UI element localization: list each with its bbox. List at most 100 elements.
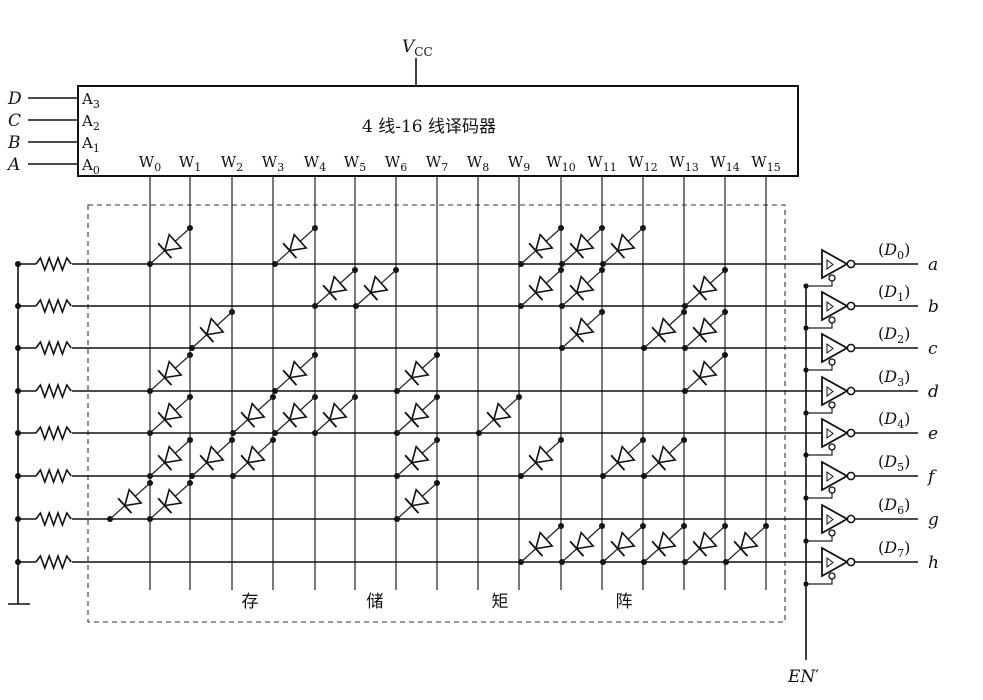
diode	[272, 394, 318, 436]
buffer-inversion-bubble	[846, 301, 856, 311]
diode	[518, 523, 564, 565]
diode-bar	[651, 326, 667, 343]
decoder-pin-a3: A3	[81, 90, 100, 111]
diode-triangle	[657, 445, 677, 464]
decoder-pin-a1: A1	[81, 134, 100, 155]
word-line-label-w10: W10	[546, 153, 575, 174]
buffer-inner-mark	[826, 301, 834, 312]
enable-bubble	[828, 443, 836, 451]
word-line-label-w11: W11	[587, 153, 616, 174]
diode	[107, 480, 153, 522]
enable-node	[803, 283, 809, 289]
diode-bar	[692, 284, 708, 301]
diode	[147, 437, 193, 479]
decoder-pin-a2: A2	[81, 112, 100, 133]
buffer-inversion-bubble	[846, 386, 856, 396]
diode	[476, 394, 522, 436]
diode	[230, 437, 276, 479]
diode-symbol	[404, 445, 430, 471]
diode-bar	[157, 411, 173, 428]
pullup-resistor-a	[35, 255, 72, 273]
diode-symbol	[282, 402, 308, 428]
word-line-label-w12: W12	[628, 153, 657, 174]
diode-bar	[404, 369, 420, 386]
input-label-d: D	[7, 89, 22, 109]
diode-triangle	[410, 402, 430, 421]
diode	[559, 309, 605, 351]
diode-triangle	[288, 402, 308, 421]
diode-symbol	[404, 488, 430, 514]
decoder-pin-a0: A0	[81, 156, 100, 177]
buffer-triangle	[821, 460, 849, 492]
pullup-resistor-c	[35, 339, 72, 357]
diode	[272, 352, 318, 394]
diode-triangle	[163, 488, 183, 507]
diode-bar	[240, 411, 256, 428]
word-line-label-w4: W4	[304, 153, 326, 174]
diode-symbol	[528, 445, 554, 471]
diode-triangle	[698, 317, 718, 336]
diode-triangle	[616, 445, 636, 464]
decoder-block	[77, 85, 799, 177]
diode-triangle	[163, 402, 183, 421]
diode-triangle	[534, 233, 554, 252]
diode-triangle	[163, 445, 183, 464]
diode	[559, 523, 605, 565]
enable-tap	[806, 579, 833, 585]
output-buffer-b	[803, 290, 918, 331]
diode-symbol	[363, 275, 389, 301]
matrix-label-char: 阵	[616, 592, 633, 612]
output-buffer-a	[803, 248, 918, 289]
output-label-d: d	[928, 382, 939, 402]
output-label-f: f	[926, 467, 937, 487]
diode-triangle	[246, 445, 266, 464]
diode	[189, 437, 235, 479]
diode-symbol	[199, 317, 225, 343]
word-line-label-w7: W7	[426, 153, 448, 174]
diode-symbol	[240, 445, 266, 471]
diode-bar	[199, 326, 215, 343]
enable-tap	[806, 536, 833, 542]
diode-symbol	[569, 531, 595, 557]
buffer-triangle	[821, 332, 849, 364]
diode-triangle	[410, 360, 430, 379]
diode-symbol	[322, 275, 348, 301]
diode-symbol	[610, 531, 636, 557]
diode-triangle	[575, 233, 595, 252]
diode-symbol	[199, 445, 225, 471]
word-line-label-w1: W1	[179, 153, 201, 174]
output-buffer-c	[803, 332, 918, 373]
output-label-e: e	[928, 424, 938, 444]
output-buffer-d	[803, 375, 918, 416]
diode-bar	[733, 540, 749, 557]
diode-bar	[157, 369, 173, 386]
data-bit-label-d1: (D1)	[878, 282, 910, 304]
diode	[518, 267, 564, 309]
diode-bar	[610, 454, 626, 471]
pullup-resistor-g	[35, 510, 72, 528]
word-line-label-w5: W5	[344, 153, 366, 174]
diode-symbol	[322, 402, 348, 428]
diode	[518, 437, 564, 479]
buffer-triangle	[821, 546, 849, 578]
enable-tap	[806, 493, 833, 499]
word-line-label-w15: W15	[751, 153, 780, 174]
enable-bubble	[828, 486, 836, 494]
diode	[641, 437, 687, 479]
diode-bar	[157, 454, 173, 471]
data-bit-label-d7: (D7)	[878, 538, 910, 560]
diode-triangle	[616, 531, 636, 550]
diode-symbol	[240, 402, 266, 428]
diode-bar	[528, 540, 544, 557]
diode	[682, 352, 728, 394]
buffer-inner-mark	[826, 386, 834, 397]
diode-symbol	[569, 275, 595, 301]
diode-bar	[692, 540, 708, 557]
diode-bar	[157, 497, 173, 514]
input-label-c: C	[8, 111, 21, 131]
diode-triangle	[698, 360, 718, 379]
diode-symbol	[733, 531, 759, 557]
enable-tap	[806, 450, 833, 456]
diode-bar	[569, 242, 585, 259]
